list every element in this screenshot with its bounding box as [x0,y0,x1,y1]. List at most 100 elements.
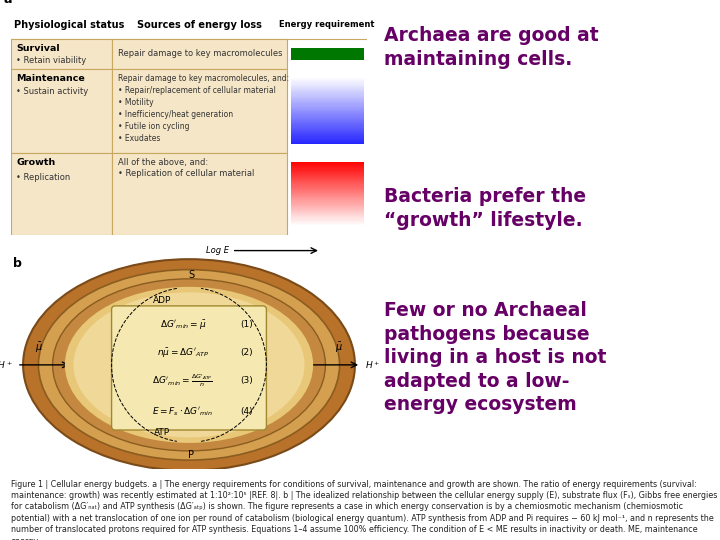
Bar [291,112,364,113]
Text: Archaea are good at
maintaining cells.: Archaea are good at maintaining cells. [384,26,599,69]
Bar [291,130,364,131]
Bar [291,124,364,125]
Bar [291,190,364,191]
Text: Few or no Archaeal
pathogens because
living in a host is not
adapted to a low-
e: Few or no Archaeal pathogens because liv… [384,301,607,414]
Text: $n\bar{\mu} = \Delta G'_{ATP}$: $n\bar{\mu} = \Delta G'_{ATP}$ [157,346,209,359]
Bar [291,85,364,86]
Bar [291,174,364,175]
Text: ATP: ATP [154,428,170,437]
Bar [291,215,364,217]
Bar [291,109,364,110]
Bar [291,163,364,164]
Bar [291,129,364,130]
Bar [291,181,364,183]
Bar [291,93,364,94]
Bar [291,120,364,121]
Bar [291,122,364,123]
Bar [291,100,364,101]
Bar [291,175,364,176]
Bar [291,91,364,92]
Bar [291,97,364,98]
Bar [291,176,364,177]
Bar [11,39,112,69]
Text: P: P [189,450,194,460]
Bar [291,110,364,111]
Bar [291,114,364,116]
Bar [291,136,364,137]
Bar [291,133,364,134]
Bar [291,173,364,174]
Text: $nH^+$: $nH^+$ [0,359,13,371]
Text: Growth: Growth [16,158,55,166]
Bar [291,172,364,173]
Bar [291,79,364,80]
Bar [291,131,364,132]
Text: (4): (4) [240,407,253,416]
Bar [291,164,364,165]
Bar [291,139,364,140]
Bar [291,187,364,188]
Bar [291,123,364,124]
Text: Survival: Survival [16,44,60,53]
Bar [291,101,364,102]
Bar [291,127,364,129]
Bar [291,196,364,197]
Bar [291,224,364,225]
Bar [291,113,364,114]
Bar [291,111,364,112]
Bar [291,96,364,97]
Bar [291,206,364,207]
Bar [291,121,364,122]
Bar [291,80,364,82]
Text: Energy requirement: Energy requirement [279,21,375,29]
Bar [291,185,364,186]
Bar [291,140,364,141]
Bar [291,90,364,91]
Bar [291,132,364,133]
Text: • Retain viability: • Retain viability [16,56,86,65]
Text: Sources of energy loss: Sources of energy loss [138,20,262,30]
Bar [291,213,364,214]
Ellipse shape [53,279,325,451]
Text: Physiological status: Physiological status [14,20,125,30]
Bar [291,186,364,187]
Text: Log E: Log E [206,246,232,255]
Bar [291,198,364,199]
Bar [112,153,287,235]
Bar [291,78,364,79]
Bar [291,177,364,178]
Text: (3): (3) [240,376,253,386]
Bar [291,212,364,213]
Text: (1): (1) [240,320,253,329]
Bar [291,225,364,226]
Text: (2): (2) [240,348,253,357]
Bar [291,138,364,139]
Bar [291,167,364,168]
Bar [291,84,364,85]
Bar [291,102,364,103]
Text: $H^+$: $H^+$ [365,359,380,371]
Text: Figure 1 | Cellular energy budgets. a | The energy requirements for conditions o: Figure 1 | Cellular energy budgets. a | … [11,480,717,540]
Bar [291,219,364,220]
Text: $\Delta G'_{min} = \frac{\Delta G'_{ATP}}{n}$: $\Delta G'_{min} = \frac{\Delta G'_{ATP}… [153,373,213,389]
Bar [291,209,364,210]
Bar [291,217,364,218]
Text: b: b [13,256,22,269]
Bar [291,221,364,222]
Bar [291,99,364,100]
Bar [291,87,364,88]
Bar [291,184,364,185]
Bar [291,92,364,93]
Bar [291,165,364,166]
Bar [291,195,364,196]
Bar [291,208,364,209]
Ellipse shape [38,269,340,460]
Bar [291,202,364,204]
Bar [291,88,364,89]
Bar [291,211,364,212]
Text: Maintenance: Maintenance [16,73,85,83]
Bar [291,107,364,108]
Bar [291,200,364,201]
Text: All of the above, and:
• Replication of cellular material: All of the above, and: • Replication of … [117,158,254,178]
FancyBboxPatch shape [112,306,266,430]
